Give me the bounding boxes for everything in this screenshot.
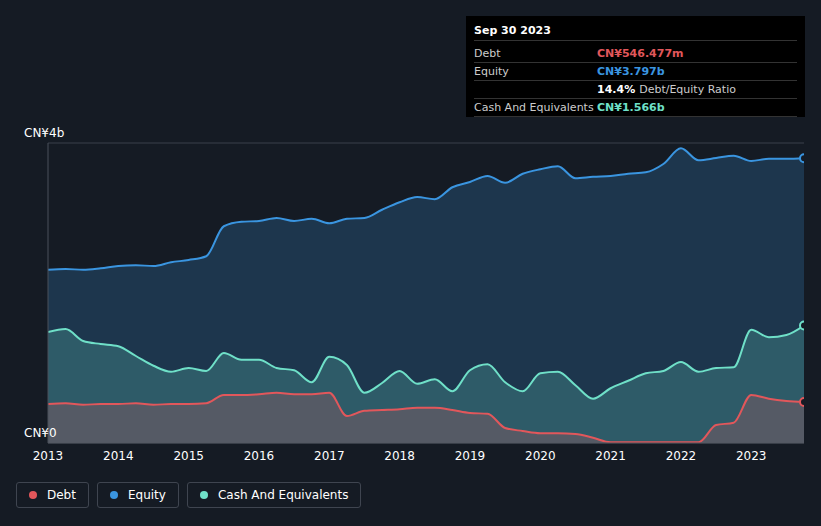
svg-text:2017: 2017 <box>314 449 345 463</box>
svg-text:2013: 2013 <box>33 449 64 463</box>
svg-text:2015: 2015 <box>173 449 204 463</box>
html-text:Debt: Debt <box>474 47 501 60</box>
svg-text:2018: 2018 <box>384 449 415 463</box>
svg-text:2014: 2014 <box>103 449 134 463</box>
svg-text:2020: 2020 <box>525 449 556 463</box>
svg-text:CN¥4b: CN¥4b <box>24 126 64 140</box>
html-text:Sep 30 2023: Sep 30 2023 <box>474 24 551 37</box>
svg-text:2016: 2016 <box>244 449 275 463</box>
svg-text:2021: 2021 <box>595 449 626 463</box>
html-text:Cash And Equivalents: Cash And Equivalents <box>217 488 349 502</box>
html-text:CN¥3.797b: CN¥3.797b <box>597 65 665 78</box>
svg-text:2022: 2022 <box>666 449 697 463</box>
svg-text:2019: 2019 <box>455 449 486 463</box>
html-text:Equity: Equity <box>474 65 509 78</box>
svg-text:2023: 2023 <box>736 449 767 463</box>
html-text:CN¥546.477m: CN¥546.477m <box>597 47 684 60</box>
html-text:Debt: Debt <box>47 488 76 502</box>
svg-text:CN¥0: CN¥0 <box>24 426 57 440</box>
html-text:Cash And Equivalents CN¥1.566b: Cash And Equivalents CN¥1.566b <box>474 101 665 114</box>
html-text:14.4% Debt/Equity Ratio: 14.4% Debt/Equity Ratio <box>597 83 736 96</box>
html-text:Equity: Equity <box>128 488 166 502</box>
